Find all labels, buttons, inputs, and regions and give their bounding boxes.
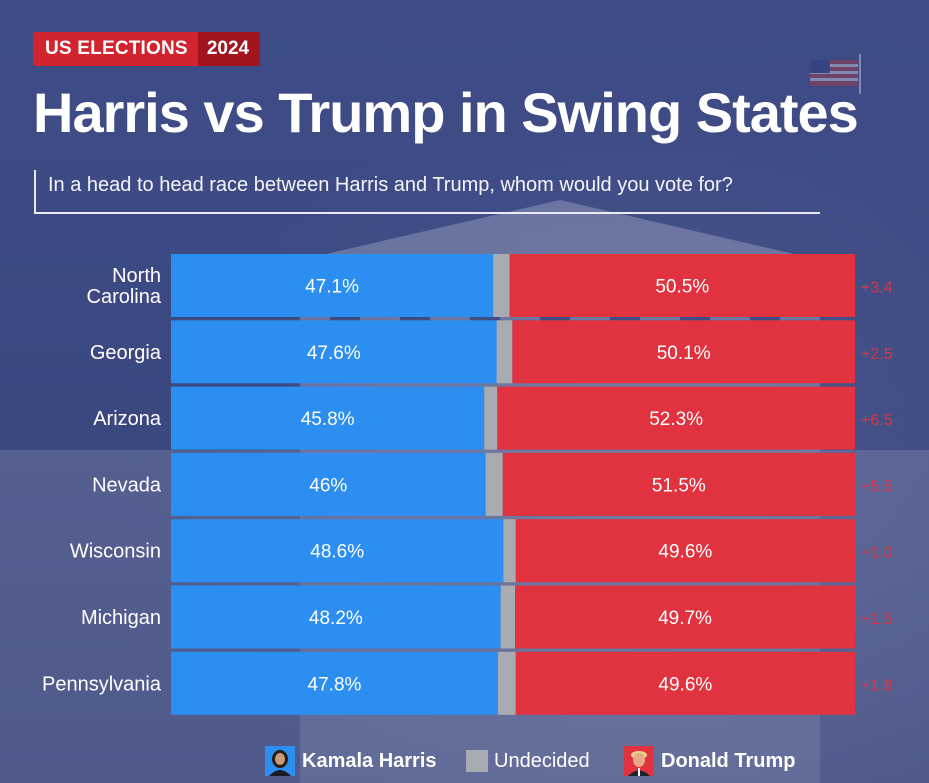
page-title: Harris vs Trump in Swing States bbox=[33, 81, 859, 144]
bar-trump bbox=[502, 452, 855, 516]
undecided-swatch bbox=[466, 750, 488, 772]
category-label: Carolina bbox=[87, 286, 162, 308]
harris-portrait-icon bbox=[265, 746, 295, 776]
margin-label: +1.8 bbox=[861, 677, 893, 694]
subtitle-box: In a head to head race between Harris an… bbox=[34, 170, 820, 216]
bar-undecided bbox=[497, 651, 516, 715]
margin-label: +5.5 bbox=[861, 478, 893, 495]
margin-label: +6.5 bbox=[861, 412, 893, 429]
bar-harris bbox=[171, 452, 486, 516]
category-label: Nevada bbox=[92, 474, 162, 496]
legend-item-undecided: Undecided bbox=[466, 744, 590, 778]
legend: Kamala Harris Undecided Donald Trump bbox=[0, 744, 929, 778]
bar-harris bbox=[171, 651, 498, 715]
label-trump-value: 50.5% bbox=[655, 277, 709, 298]
legend-item-harris: Kamala Harris bbox=[265, 744, 437, 778]
label-harris-value: 45.8% bbox=[301, 409, 355, 430]
margin-label: +2.5 bbox=[861, 346, 893, 363]
bar-undecided bbox=[503, 519, 516, 583]
bar-trump bbox=[509, 254, 855, 317]
bar-trump bbox=[515, 585, 855, 649]
bar-undecided bbox=[500, 585, 516, 649]
label-harris-value: 47.8% bbox=[308, 674, 362, 695]
label-harris-value: 47.6% bbox=[307, 343, 361, 364]
bar-trump bbox=[512, 320, 855, 384]
subtitle-bracket bbox=[34, 170, 820, 214]
trump-portrait-icon bbox=[624, 746, 654, 776]
bar-harris bbox=[171, 386, 485, 450]
margin-label: +3.4 bbox=[861, 280, 893, 297]
label-trump-value: 49.6% bbox=[658, 542, 712, 563]
bar-trump bbox=[497, 386, 855, 450]
margin-label: +1.5 bbox=[861, 611, 893, 628]
label-trump-value: 50.1% bbox=[657, 343, 711, 364]
bar-harris bbox=[171, 320, 497, 384]
label-trump-value: 49.7% bbox=[658, 608, 712, 629]
category-label: Michigan bbox=[81, 607, 161, 629]
bar-undecided bbox=[485, 452, 503, 516]
category-label: North bbox=[112, 265, 161, 287]
bar-harris bbox=[171, 254, 494, 317]
category-label: Wisconsin bbox=[70, 541, 161, 563]
category-label: Pennsylvania bbox=[42, 673, 162, 695]
category-label: Georgia bbox=[90, 342, 162, 364]
label-trump-value: 51.5% bbox=[652, 475, 706, 496]
label-harris-value: 47.1% bbox=[305, 277, 359, 298]
label-harris-value: 46% bbox=[309, 475, 347, 496]
label-trump-value: 49.6% bbox=[658, 674, 712, 695]
legend-item-trump: Donald Trump bbox=[624, 744, 795, 778]
tag-elections: US ELECTIONS bbox=[33, 32, 198, 66]
legend-label-trump: Donald Trump bbox=[661, 749, 796, 772]
bar-undecided bbox=[493, 254, 510, 317]
label-harris-value: 48.2% bbox=[309, 608, 363, 629]
bar-trump bbox=[515, 519, 855, 583]
bar-harris bbox=[171, 585, 501, 649]
tag-year: 2024 bbox=[197, 32, 261, 66]
us-flag-icon bbox=[810, 54, 861, 94]
bar-undecided bbox=[496, 320, 513, 384]
label-trump-value: 52.3% bbox=[649, 409, 703, 430]
bar-undecided bbox=[484, 386, 498, 450]
bar-trump bbox=[515, 651, 855, 715]
legend-label-harris: Kamala Harris bbox=[302, 749, 437, 772]
subtitle: In a head to head race between Harris an… bbox=[48, 174, 733, 196]
legend-label-undecided: Undecided bbox=[494, 749, 590, 772]
label-harris-value: 48.6% bbox=[310, 542, 364, 563]
bar-harris bbox=[171, 519, 504, 583]
category-label: Arizona bbox=[93, 408, 162, 430]
margin-label: +1.0 bbox=[861, 545, 893, 562]
category-tag: US ELECTIONS 2024 bbox=[33, 32, 261, 66]
